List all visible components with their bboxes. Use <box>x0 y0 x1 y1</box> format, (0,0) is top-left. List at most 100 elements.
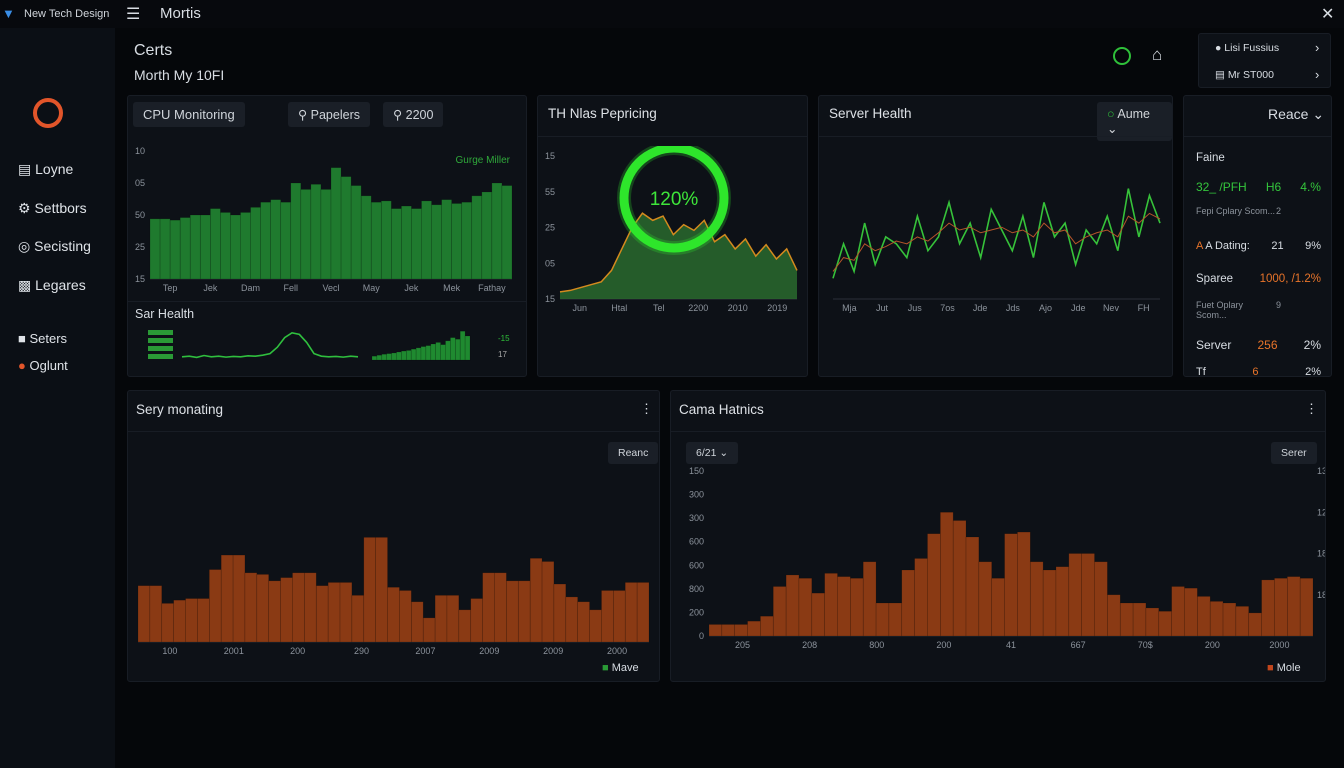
bar <box>517 580 531 643</box>
panel-button[interactable]: Serer <box>1271 442 1317 464</box>
bar <box>458 609 472 643</box>
bar <box>280 577 293 643</box>
bar <box>411 601 424 643</box>
bar <box>1235 606 1250 637</box>
dropdown[interactable]: 6/21 ⌄ <box>686 442 739 464</box>
bar <box>589 609 602 643</box>
divider <box>538 136 807 137</box>
x-axis-label: 2000 <box>1269 640 1289 650</box>
bar <box>1209 601 1224 637</box>
bar <box>991 577 1005 637</box>
bar <box>760 615 774 637</box>
bar <box>481 191 493 280</box>
status-icon[interactable] <box>1113 47 1131 65</box>
chart: 15 55 25 05 15 Jun Htal Tel 2200 2010 2019 120% <box>545 146 798 313</box>
bar <box>862 561 877 637</box>
bar <box>280 201 292 280</box>
x-axis-label: Tep <box>163 283 178 293</box>
chart: 100 2001 200 290 2007 2009 2009 2000 <box>137 537 650 656</box>
bar <box>422 617 436 643</box>
bar <box>327 582 341 643</box>
divider <box>128 431 659 432</box>
x-axis-label: 200 <box>1205 640 1220 650</box>
logo-icon: ▼ <box>2 6 15 21</box>
bar <box>494 572 507 643</box>
filter-button[interactable]: ⚲ Papelers <box>288 102 370 127</box>
divider <box>819 136 1172 137</box>
menu-dots[interactable]: ⋮ <box>640 401 653 416</box>
mini-bars <box>371 330 471 361</box>
x-axis-label: Fathay <box>478 283 506 293</box>
nav-item[interactable]: ▩ Legares <box>18 277 86 293</box>
x-axis-label: FH <box>1138 303 1150 313</box>
dropdown[interactable]: ○ Aume ⌄ <box>1097 102 1172 141</box>
brand: New Tech Design <box>24 8 110 20</box>
sery-panel: Sery monating ⋮ Reanc 100 2001 200 290 2007 2… <box>127 390 660 682</box>
bar <box>440 344 446 361</box>
menu-button[interactable]: ☰ <box>126 6 141 23</box>
bar <box>772 586 787 637</box>
y2-axis-label: 18,000 <box>1317 549 1325 559</box>
gauge-ring <box>619 146 729 253</box>
summary-row: Fuet Oplary Scom... 9 <box>1196 300 1281 320</box>
x-axis-label: 2010 <box>728 303 748 313</box>
app-logo <box>33 98 63 128</box>
x-axis-label: 800 <box>869 640 884 650</box>
nav-item[interactable]: ◎ Secisting <box>18 238 91 254</box>
x-axis-label: 2009 <box>543 646 563 656</box>
bar <box>734 624 748 637</box>
bar <box>1081 553 1095 637</box>
bar <box>421 200 432 280</box>
bar <box>185 598 198 643</box>
bar <box>501 185 513 280</box>
filter-button[interactable]: ⚲ 2200 <box>383 102 444 127</box>
menu-dots[interactable]: ⋮ <box>1305 401 1318 416</box>
x-axis-label: 667 <box>1071 640 1086 650</box>
mini-label: 17 <box>498 350 507 359</box>
bar <box>446 595 460 643</box>
x-axis-label: Jun <box>572 303 587 313</box>
nav-item[interactable]: ▤ Loyne <box>18 161 74 177</box>
bar <box>721 624 736 637</box>
bar <box>455 338 461 361</box>
area-line <box>559 212 798 293</box>
y-axis-label: 55 <box>545 187 555 197</box>
bar <box>1042 569 1057 637</box>
bar <box>875 602 890 637</box>
user-role: ▤ Mr ST000 <box>1215 69 1274 81</box>
y-axis-label: 10 <box>135 146 145 156</box>
home-icon[interactable]: ⌂ <box>1152 45 1163 64</box>
bar <box>161 603 174 643</box>
nav-item[interactable]: ● Oglunt <box>18 358 68 373</box>
bar <box>888 602 903 637</box>
bar <box>350 185 362 280</box>
nav-item[interactable]: ■ Seters <box>18 331 68 346</box>
panel-title: TH Nlas Pepricing <box>548 106 657 121</box>
chevron: › <box>1315 67 1320 82</box>
x-axis-label: Ajo <box>1039 303 1052 313</box>
bar <box>260 201 271 280</box>
x-axis-label: Jus <box>908 303 923 313</box>
panel-title: Cama Hatnics <box>679 402 764 417</box>
panel-button[interactable]: Reanc <box>608 442 659 464</box>
x-axis-label: 2007 <box>415 646 435 656</box>
bar <box>1094 561 1108 637</box>
bar <box>386 353 392 361</box>
summary-panel: Reace ⌄ Faine 32_ /PFH H6 4.% Fepi Cplary … <box>1183 95 1332 377</box>
line <box>181 331 359 359</box>
divider <box>1184 136 1331 137</box>
bar <box>1017 531 1031 637</box>
panel-title[interactable]: Reace ⌄ <box>1268 106 1325 122</box>
x-axis-label: Nev <box>1103 303 1120 313</box>
bar <box>541 561 555 643</box>
nav-item[interactable]: ⚙ Settbors <box>18 200 87 216</box>
bar <box>371 355 378 361</box>
bar <box>785 574 800 637</box>
bar <box>360 195 372 280</box>
y-axis-label: 0 <box>699 631 704 641</box>
bar <box>952 520 967 637</box>
legend: ■ Mole <box>1267 662 1301 674</box>
user-box[interactable]: ● Lisi Fussius ▤ Mr ST000 › › <box>1198 33 1331 88</box>
close-button[interactable]: ✕ <box>1321 6 1335 23</box>
bar <box>420 346 427 361</box>
